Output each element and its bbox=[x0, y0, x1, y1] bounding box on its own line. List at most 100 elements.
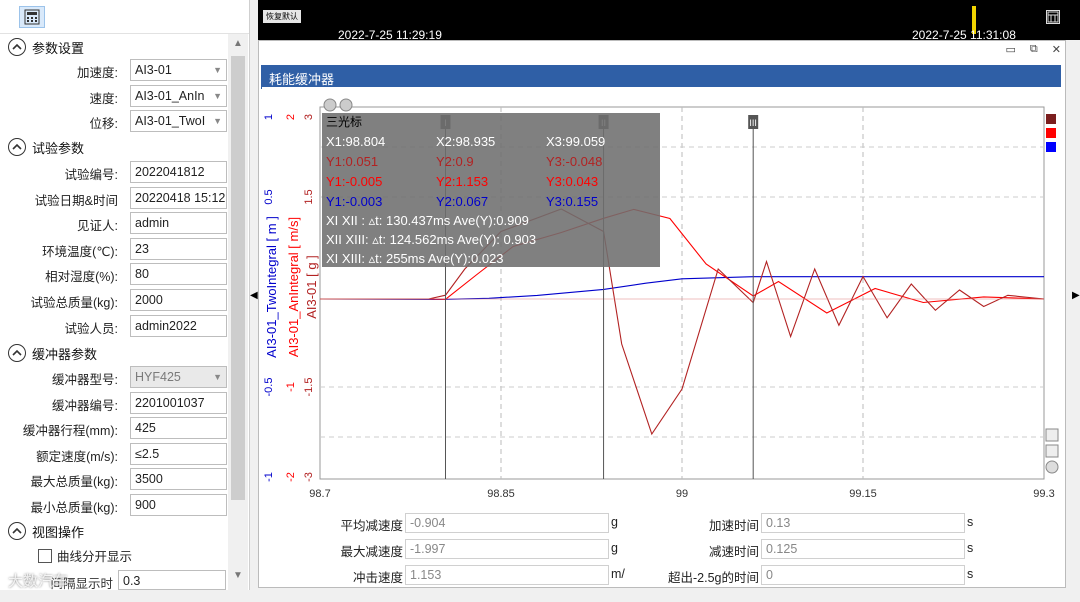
left-scrollbar[interactable]: ▲ ▼ bbox=[228, 34, 248, 590]
y-tick-label: -0.5 bbox=[263, 378, 275, 397]
y-axis-title: AI3-01_AnIntegral [ m/s] bbox=[286, 217, 301, 357]
y-tick-label: -3 bbox=[303, 472, 315, 482]
zoom-in-icon[interactable] bbox=[323, 98, 337, 112]
section-buffer-header[interactable]: 缓冲器参数 bbox=[8, 343, 97, 363]
cursor-delta-text: XI XIII: ▵t: 255ms Ave(Y):0.023 bbox=[326, 251, 504, 266]
chevron-up-icon bbox=[8, 522, 26, 540]
param-input[interactable]: 2022041812 bbox=[130, 161, 227, 183]
pin-icon[interactable]: ⧉ bbox=[1029, 43, 1038, 55]
param-value: 2000 bbox=[135, 293, 163, 307]
param-value: HYF425 bbox=[135, 370, 181, 384]
restore-default-button[interactable]: 恢复默认 bbox=[263, 10, 301, 23]
stat-value-field[interactable]: 1.153 bbox=[405, 565, 609, 585]
zoom-out-icon[interactable] bbox=[339, 98, 353, 112]
param-input[interactable]: HYF425 ▼ bbox=[130, 366, 227, 388]
channel-select[interactable]: AI3-01_AnIn ▼ bbox=[130, 84, 227, 107]
param-input[interactable]: 2201001037 bbox=[130, 391, 227, 414]
param-value: 3500 bbox=[135, 472, 163, 487]
split-curves-checkbox-row[interactable]: 曲线分开显示 bbox=[38, 546, 132, 565]
stat-label: 超出-2.5g的时间 bbox=[668, 571, 759, 585]
param-label: 位移: bbox=[89, 117, 118, 132]
chart-canvas[interactable]: 98.7 98.85 99 99.15 99.3 1 0.5 -0.5 -1 AI3-01_Two… bbox=[262, 87, 1062, 507]
chevron-down-icon[interactable]: ▼ bbox=[213, 90, 222, 101]
section-view-header[interactable]: 视图操作 bbox=[8, 521, 84, 541]
param-input[interactable]: 23 bbox=[130, 237, 227, 260]
interval-label: 间隔显示时 bbox=[50, 577, 113, 590]
param-input[interactable]: 3500 bbox=[130, 468, 227, 491]
scrollbar-thumb[interactable] bbox=[231, 56, 245, 500]
param-input[interactable]: 20220418 15:12 bbox=[130, 186, 227, 209]
stat-value-field[interactable]: 0.13 bbox=[761, 513, 965, 533]
stat-value-field[interactable]: -0.904 bbox=[405, 513, 609, 533]
scroll-down-icon[interactable]: ▼ bbox=[233, 570, 243, 581]
param-input[interactable]: 425 bbox=[130, 417, 227, 440]
param-label: 环境温度(℃): bbox=[42, 244, 118, 259]
param-input[interactable]: 2000 bbox=[130, 289, 227, 311]
chevron-down-icon[interactable]: ▼ bbox=[213, 372, 222, 382]
interval-input[interactable]: 0.3 bbox=[118, 570, 226, 590]
param-input[interactable]: ≤2.5 bbox=[130, 442, 227, 465]
stat-row: 加速时间 0.13 s bbox=[259, 513, 1065, 533]
section-title: 视图操作 bbox=[32, 524, 85, 540]
y-tick-label: -1.5 bbox=[303, 378, 315, 397]
channel-select[interactable]: AI3-01 ▼ bbox=[130, 59, 227, 81]
grid-icon[interactable] bbox=[1046, 10, 1060, 24]
stat-label: 冲击速度 bbox=[352, 571, 403, 585]
series-line bbox=[320, 208, 1045, 314]
channel-select[interactable]: AI3-01_TwoI ▼ bbox=[130, 110, 227, 133]
stat-label: 减速时间 bbox=[708, 545, 759, 559]
param-value: AI3-01 bbox=[135, 63, 172, 77]
section-title: 参数设置 bbox=[32, 40, 85, 56]
param-value: ≤2.5 bbox=[135, 446, 160, 461]
cursor-y-value: Y1:-0.005 bbox=[326, 174, 382, 189]
param-row: 试验日期&时间 20220418 15:12 bbox=[0, 186, 228, 209]
param-input[interactable]: admin bbox=[130, 212, 227, 235]
stats-panel: 平均减速度 -0.904 g 加速时间 0.13 s 最大减速度 -1.997 g 减速时间 0.1… bbox=[259, 509, 1065, 587]
cursor-delta-text: XII XIII: ▵t: 124.562ms Ave(Y): 0.903 bbox=[326, 232, 536, 247]
stat-value-field[interactable]: 0 bbox=[761, 565, 965, 585]
param-label: 速度: bbox=[89, 91, 118, 106]
fit-icon[interactable] bbox=[1045, 428, 1059, 442]
stat-value-field[interactable]: 0.125 bbox=[761, 539, 965, 559]
chevron-down-icon[interactable]: ▼ bbox=[213, 65, 222, 75]
cursor-handle[interactable] bbox=[748, 115, 759, 129]
expand-right-icon[interactable]: ▶ bbox=[1072, 290, 1080, 301]
stat-unit: g bbox=[611, 515, 618, 529]
y-tick-label: 1 bbox=[263, 114, 275, 120]
stat-unit: s bbox=[967, 515, 974, 529]
pan-icon[interactable] bbox=[1045, 460, 1059, 474]
param-input[interactable]: admin2022 bbox=[130, 314, 227, 337]
x-tick-label: 99.15 bbox=[849, 488, 877, 500]
left-toolbar bbox=[0, 0, 249, 34]
param-input[interactable]: 900 bbox=[130, 494, 227, 516]
param-row: 缓冲器行程(mm): 425 bbox=[0, 417, 228, 440]
param-label: 缓冲器编号: bbox=[52, 398, 118, 413]
param-label: 缓冲器行程(mm): bbox=[22, 424, 118, 439]
cursor-info-box[interactable] bbox=[322, 113, 660, 267]
param-value: admin2022 bbox=[135, 318, 197, 333]
stat-value-field[interactable]: -1.997 bbox=[405, 539, 609, 559]
param-input[interactable]: 80 bbox=[130, 263, 227, 286]
stat-row: 超出-2.5g的时间 0 s bbox=[259, 565, 1065, 585]
stat-unit: g bbox=[611, 541, 618, 555]
section-test-header[interactable]: 试验参数 bbox=[8, 137, 84, 157]
scroll-up-icon[interactable]: ▲ bbox=[233, 38, 243, 49]
y-tick-label: -1 bbox=[285, 382, 297, 392]
chevron-down-icon[interactable]: ▼ bbox=[213, 116, 222, 127]
y-tick-label: 3 bbox=[303, 114, 315, 120]
legend-swatch bbox=[1046, 128, 1056, 138]
cursor-box-title: 三光标 bbox=[326, 115, 362, 129]
param-row: 速度: AI3-01_AnIn ▼ bbox=[0, 84, 228, 107]
y-tick-label: 2 bbox=[285, 114, 297, 120]
collapse-left-icon[interactable]: ◀ bbox=[250, 290, 258, 301]
split-curves-checkbox[interactable] bbox=[38, 548, 52, 563]
param-value: admin bbox=[135, 216, 170, 231]
restore-icon[interactable]: ▭ bbox=[1005, 44, 1016, 56]
close-icon[interactable]: ✕ bbox=[1051, 44, 1061, 56]
scale-icon[interactable] bbox=[1045, 444, 1059, 458]
param-label: 试验总质量(kg): bbox=[30, 296, 118, 310]
chevron-up-icon bbox=[8, 344, 26, 362]
timeline-marker[interactable] bbox=[972, 6, 976, 34]
calculator-button[interactable] bbox=[19, 6, 45, 28]
section-params-header[interactable]: 参数设置 bbox=[8, 37, 84, 57]
